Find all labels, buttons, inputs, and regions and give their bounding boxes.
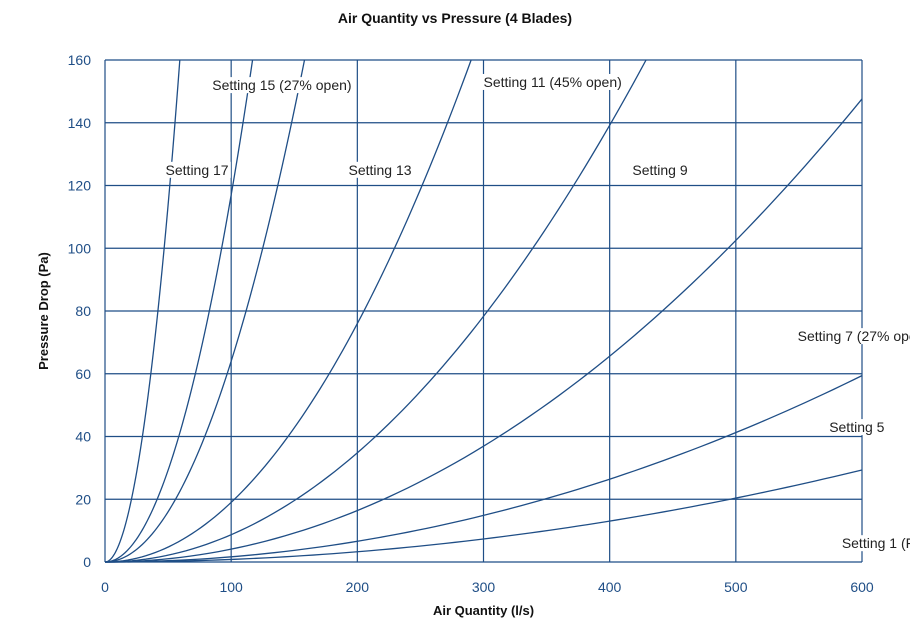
tick-labels: 0 20 40 60 80 100 120 140 160 0 100 200 300 400 500 600 <box>68 52 874 595</box>
x-tick-label: 0 <box>101 579 109 595</box>
annotation-bg <box>795 328 910 345</box>
series-annotation: Setting 11 (45% open) <box>481 73 624 90</box>
annotation-label: Setting 17 <box>166 162 229 178</box>
series-line-6 <box>104 98 863 563</box>
series-annotations: Setting 15 (27% open) Setting 17 Setting 1… <box>163 73 910 552</box>
annotation-label: Setting 9 <box>632 162 687 178</box>
series-line-7 <box>104 375 863 563</box>
annotation-label: Setting 13 <box>349 162 412 178</box>
x-tick-label: 300 <box>472 579 496 595</box>
series-annotation: Setting 17 <box>163 161 231 178</box>
annotation-bg <box>210 77 354 94</box>
y-tick-label: 80 <box>75 303 91 319</box>
y-tick-label: 40 <box>75 429 91 445</box>
annotation-label: Setting 1 (Fully Open) <box>842 535 910 551</box>
x-tick-label: 100 <box>219 579 243 595</box>
annotation-label: Setting 7 (27% open) <box>798 328 910 344</box>
series-annotation: Setting 15 (27% open) <box>210 77 354 94</box>
y-tick-label: 0 <box>83 554 91 570</box>
series-lines <box>104 60 863 563</box>
x-tick-label: 500 <box>724 579 748 595</box>
series-line-3 <box>104 60 306 563</box>
series-line-5 <box>104 60 647 563</box>
grid-lines <box>104 59 863 563</box>
series-line-2 <box>104 60 254 563</box>
annotation-label: Setting 15 (27% open) <box>212 77 351 93</box>
annotation-bg <box>481 73 624 90</box>
series-line-4 <box>104 60 472 563</box>
y-tick-label: 140 <box>68 115 92 131</box>
annotation-bg <box>827 419 887 436</box>
y-axis-label: Pressure Drop (Pa) <box>36 252 51 370</box>
series-annotation: Setting 9 <box>630 161 690 178</box>
annotation-bg <box>839 535 910 552</box>
y-tick-label: 120 <box>68 178 92 194</box>
annotation-label: Setting 5 <box>829 419 884 435</box>
y-tick-label: 60 <box>75 366 91 382</box>
series-line-8 <box>104 469 863 563</box>
chart-title: Air Quantity vs Pressure (4 Blades) <box>337 10 573 26</box>
annotation-label: Setting 11 (45% open) <box>484 74 622 90</box>
x-tick-label: 200 <box>346 579 370 595</box>
x-tick-label: 400 <box>598 579 622 595</box>
annotation-bg <box>346 161 414 178</box>
y-tick-label: 160 <box>68 52 92 68</box>
x-axis-label: Air Quantity (l/s) <box>432 603 535 618</box>
annotation-bg <box>163 161 231 178</box>
annotation-bg <box>630 161 690 178</box>
series-annotation: Setting 7 (27% open) <box>795 328 910 345</box>
series-annotation: Setting 1 (Fully Open) <box>839 535 910 552</box>
series-annotation: Setting 5 <box>827 419 887 436</box>
series-line-1 <box>104 60 181 563</box>
series-annotation: Setting 13 <box>346 161 414 178</box>
y-tick-label: 100 <box>68 240 92 256</box>
x-tick-label: 600 <box>850 579 874 595</box>
y-tick-label: 20 <box>75 491 91 507</box>
